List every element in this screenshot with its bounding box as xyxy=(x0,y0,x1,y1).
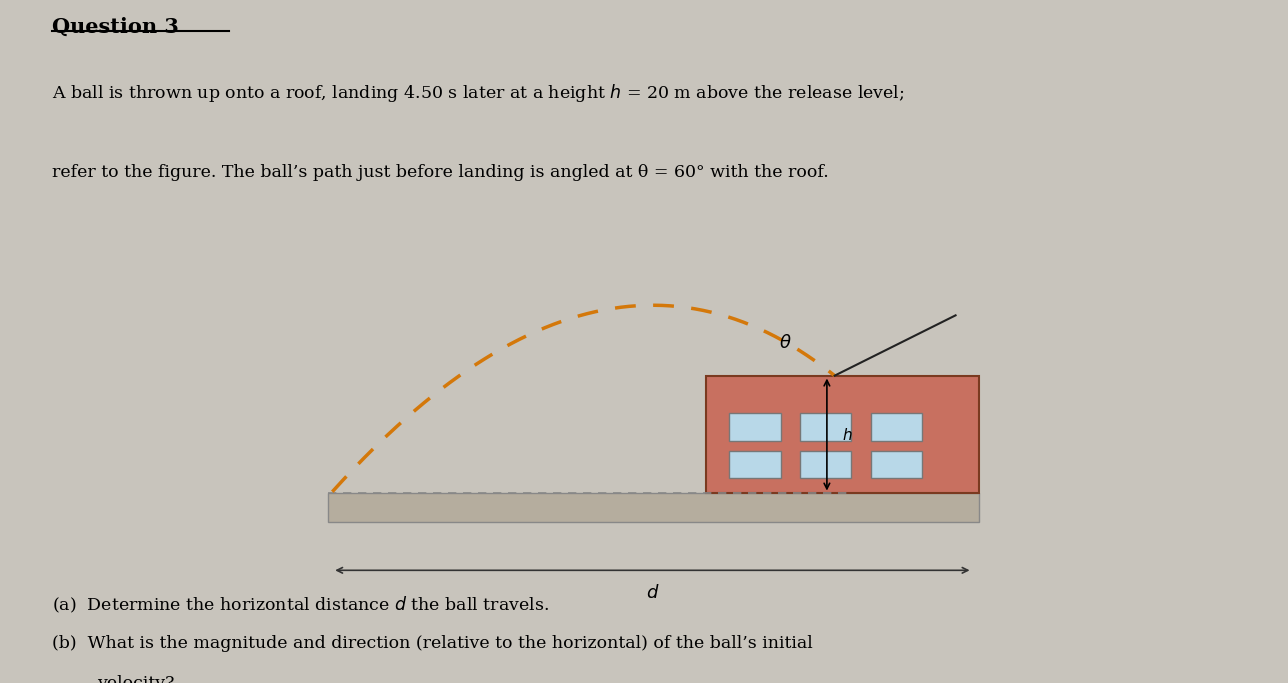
Bar xyxy=(800,413,851,441)
Bar xyxy=(871,413,922,441)
Text: A ball is thrown up onto a roof, landing 4.50 s later at a height $h$ = 20 m abo: A ball is thrown up onto a roof, landing… xyxy=(52,82,904,104)
Text: $d$: $d$ xyxy=(645,584,659,602)
Bar xyxy=(706,376,979,493)
Text: (a)  Determine the horizontal distance $d$ the ball travels.: (a) Determine the horizontal distance $d… xyxy=(52,595,549,615)
Text: $h$: $h$ xyxy=(842,427,853,443)
Bar xyxy=(328,493,979,522)
Text: velocity?: velocity? xyxy=(97,675,174,683)
Bar xyxy=(871,451,922,478)
Text: Question 3: Question 3 xyxy=(52,16,179,36)
Text: $\theta$: $\theta$ xyxy=(779,334,792,352)
Bar xyxy=(729,451,781,478)
Bar xyxy=(800,451,851,478)
Text: refer to the figure. The ball’s path just before landing is angled at θ = 60° wi: refer to the figure. The ball’s path jus… xyxy=(52,164,828,181)
Bar xyxy=(729,413,781,441)
Text: (b)  What is the magnitude and direction (relative to the horizontal) of the bal: (b) What is the magnitude and direction … xyxy=(52,635,813,652)
